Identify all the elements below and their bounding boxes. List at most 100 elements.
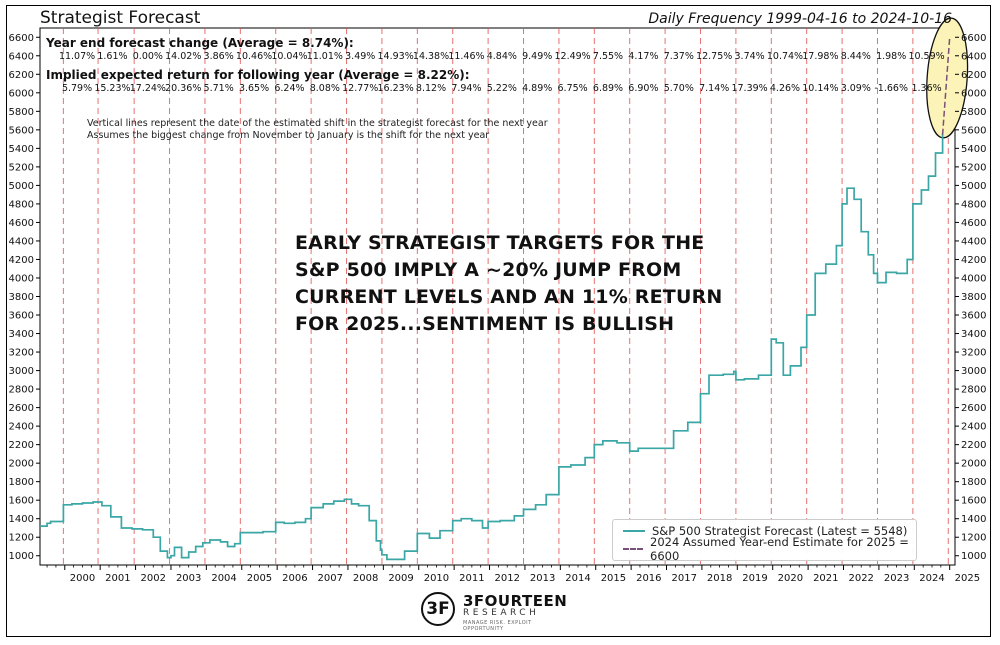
x-tick-label-23: 2023 [884,573,909,584]
forecast-change-value-7: 11.01% [307,51,343,62]
forecast-change-value-19: 3.74% [735,51,765,62]
logo-mark: 3F [421,592,455,626]
y-tick-label-right-1: 1200 [961,533,986,544]
implied-return-value-22: 3.09% [841,83,871,94]
forecast-change-value-3: 14.02% [165,51,201,62]
y-tick-label-left-1: 1200 [9,533,34,544]
implied-return-value-15: 6.89% [593,83,623,94]
y-tick-label-right-0: 1000 [961,551,986,562]
logo-tagline: MANAGE RISK. EXPLOIT OPPORTUNITY [463,620,532,632]
x-tick-label-16: 2016 [636,573,661,584]
y-tick-label-right-10: 3000 [961,366,986,377]
forecast-change-value-1: 1.61% [97,51,127,62]
y-tick-label-right-17: 4400 [961,236,986,247]
x-tick-label-0: 2000 [70,573,95,584]
y-tick-label-left-25: 6000 [9,88,34,99]
y-tick-label-left-21: 5200 [9,162,34,173]
logo-name: 3FOURTEEN [463,592,568,610]
x-tick-label-18: 2018 [707,573,732,584]
implied-return-value-6: 6.24% [274,83,304,94]
note-line-1: Vertical lines represent the date of the… [87,118,548,129]
series-line-0 [40,133,944,561]
chart-subtitle: Daily Frequency 1999-04-16 to 2024-10-16 [648,11,952,27]
x-tick-label-13: 2013 [530,573,555,584]
y-tick-label-left-13: 3600 [9,311,34,322]
forecast-change-value-17: 7.37% [664,51,694,62]
forecast-change-value-15: 7.55% [593,51,623,62]
y-tick-label-left-27: 6400 [9,51,34,62]
implied-return-value-10: 8.12% [416,83,446,94]
y-tick-label-right-2: 1400 [961,514,986,525]
legend-entry-forecast: S&P 500 Strategist Forecast (Latest = 55… [623,523,907,539]
forecast-change-value-9: 14.93% [378,51,414,62]
x-tick-label-25: 2025 [955,573,980,584]
legend-swatch-estimate [623,548,644,550]
x-tick-label-20: 2020 [778,573,803,584]
x-tick-label-14: 2014 [565,573,590,584]
y-tick-label-left-8: 2600 [9,403,34,414]
forecast-change-value-6: 10.04% [271,51,307,62]
y-tick-label-left-23: 5600 [9,125,34,136]
x-tick-label-7: 2007 [318,573,343,584]
implied-return-value-20: 4.26% [770,83,800,94]
x-tick-label-9: 2009 [388,573,413,584]
x-axis: 2000 2001 2002 2003 2004 2005 2006 2007 2008 2009… [46,565,980,584]
y-tick-label-left-16: 4200 [9,255,34,266]
forecast-change-value-21: 17.98% [802,51,838,62]
forecast-change-value-5: 10.46% [236,51,272,62]
y-tick-label-right-18: 4600 [961,218,986,229]
forecast-change-value-4: 3.86% [204,51,234,62]
annotation-values-group: 11.07% 1.61% 0.00% 14.02% 3.86% 10.46% 10.04% 1… [59,51,945,94]
legend-swatch-forecast [623,530,645,532]
forecast-change-value-13: 9.49% [522,51,552,62]
forecast-change-value-10: 14.38% [413,51,449,62]
y-tick-label-right-8: 2600 [961,403,986,414]
y-tick-label-left-2: 1400 [9,514,34,525]
y-tick-label-left-26: 6200 [9,70,34,81]
implied-return-value-19: 17.39% [731,83,767,94]
y-tick-label-right-23: 5600 [961,125,986,136]
implied-return-value-21: 10.14% [802,83,838,94]
headline-line-2: S&P 500 IMPLY A ~20% JUMP FROM [295,259,682,281]
y-tick-label-left-10: 3000 [9,366,34,377]
legend-label-forecast: S&P 500 Strategist Forecast (Latest = 55… [652,524,908,538]
implied-return-value-24: 1.36% [911,83,941,94]
implied-return-value-3: 20.36% [165,83,201,94]
headline-line-1: EARLY STRATEGIST TARGETS FOR THE [295,232,705,254]
y-tick-label-left-28: 6600 [9,33,34,44]
y-tick-label-right-14: 3800 [961,292,986,303]
forecast-change-value-16: 4.17% [628,51,658,62]
x-tick-label-19: 2019 [742,573,767,584]
y-tick-label-right-25: 6000 [961,88,986,99]
y-tick-label-left-0: 1000 [9,551,34,562]
y-tick-label-left-15: 4000 [9,273,34,284]
forecast-change-value-23: 1.98% [876,51,906,62]
y-tick-label-right-3: 1600 [961,496,986,507]
chart-legend: S&P 500 Strategist Forecast (Latest = 55… [612,519,917,563]
logo-subname: RESEARCH [463,608,540,618]
y-tick-label-left-17: 4400 [9,236,34,247]
y-tick-label-right-15: 4000 [961,273,986,284]
series-line-1 [941,37,951,135]
x-tick-label-3: 2003 [176,573,201,584]
y-tick-label-left-4: 1800 [9,477,34,488]
forecast-change-value-8: 3.49% [345,51,375,62]
forecast-change-value-11: 11.46% [448,51,484,62]
implied-return-value-0: 5.79% [62,83,92,94]
series-lines-group [40,37,951,561]
y-tick-label-right-4: 1800 [961,477,986,488]
y-tick-label-right-12: 3400 [961,329,986,340]
x-tick-label-21: 2021 [813,573,838,584]
x-tick-label-5: 2005 [247,573,272,584]
y-tick-label-left-11: 3200 [9,348,34,359]
y-tick-label-right-9: 2800 [961,385,986,396]
y-tick-label-left-14: 3800 [9,292,34,303]
brand-logo: 3F 3FOURTEEN RESEARCH MANAGE RISK. EXPLO… [421,592,571,632]
forecast-change-value-2: 0.00% [133,51,163,62]
y-tick-label-right-28: 6600 [961,33,986,44]
y-tick-label-left-19: 4800 [9,199,34,210]
x-tick-label-6: 2006 [282,573,307,584]
headline-callout: EARLY STRATEGIST TARGETS FOR THE S&P 500… [295,230,735,338]
x-tick-label-22: 2022 [848,573,873,584]
